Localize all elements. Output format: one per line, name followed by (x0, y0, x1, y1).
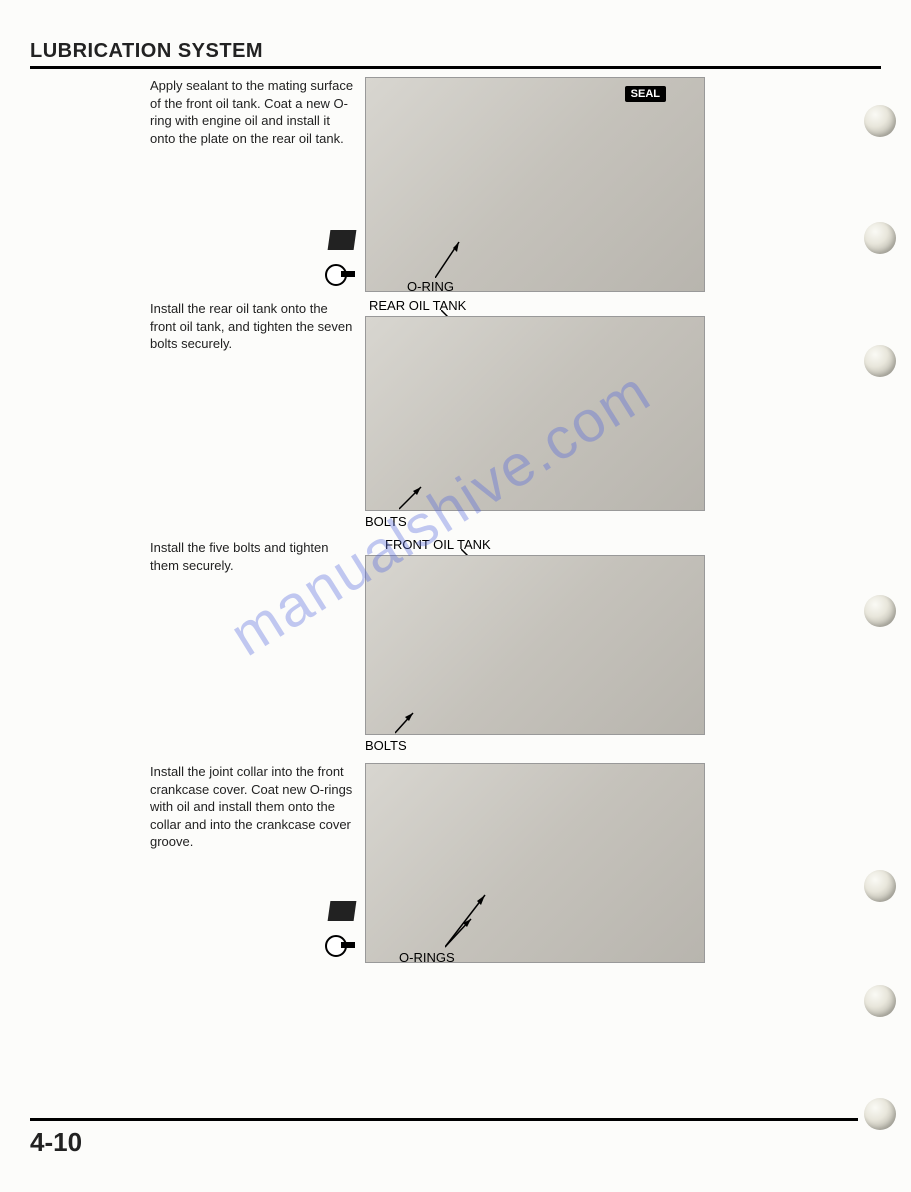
notice-box-icon (328, 901, 357, 921)
tool-icon (325, 264, 355, 282)
instruction-text-4: Install the joint collar into the front … (30, 763, 365, 851)
instruction-text-3: Install the five bolts and tighten them … (30, 539, 365, 574)
instruction-text-1: Apply sealant to the mating surface of t… (30, 77, 365, 147)
hole-punch-icon (864, 105, 896, 137)
arrow-icon (399, 483, 429, 513)
callout-bolts-rear: BOLTS (365, 514, 407, 529)
instruction-text-2: Install the rear oil tank onto the front… (30, 300, 365, 353)
arrow-icon (395, 707, 425, 737)
callout-bolts-front: BOLTS (365, 738, 407, 753)
section-header: LUBRICATION SYSTEM (30, 40, 881, 69)
figure-1-oil-tank-halves: SEAL (365, 77, 705, 292)
hole-punch-icon (864, 870, 896, 902)
arrow-icon (445, 889, 495, 949)
callout-o-rings: O-RINGS (399, 950, 455, 965)
figure-4-crankcase-cover (365, 763, 705, 963)
hole-punch-icon (864, 985, 896, 1017)
hole-punch-icon (864, 1098, 896, 1130)
figure-2-rear-oil-tank (365, 316, 705, 511)
seal-badge-icon: SEAL (625, 86, 666, 102)
arrow-icon (435, 238, 465, 278)
callout-o-ring: O-RING (407, 279, 454, 294)
tool-icon (325, 935, 355, 953)
page-number: 4-10 (30, 1118, 858, 1158)
hole-punch-icon (864, 222, 896, 254)
hole-punch-icon (864, 595, 896, 627)
notice-box-icon (328, 230, 357, 250)
hole-punch-icon (864, 345, 896, 377)
